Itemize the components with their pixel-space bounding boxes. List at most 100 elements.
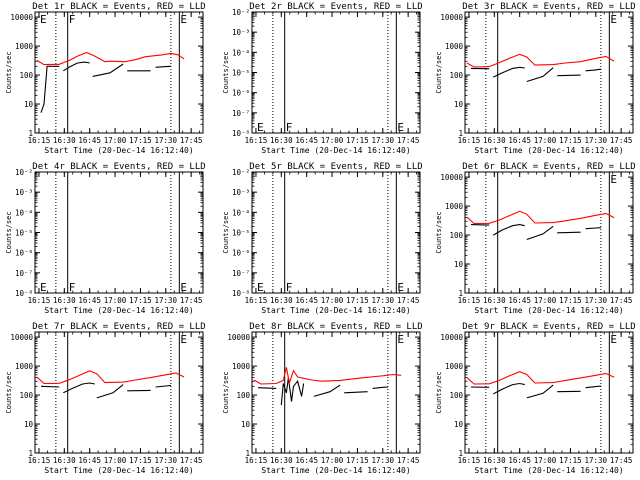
plot-frame [251, 171, 421, 294]
series-line-lld [253, 367, 402, 386]
series-line-events [155, 65, 171, 68]
panel-title: Det 2r BLACK = Events, RED = LLD [249, 2, 422, 12]
x-tick-label: 16:45 [508, 296, 531, 305]
detector-panel-3: Det 3r BLACK = Events, RED = LLD 1 10 100 10… [435, 2, 636, 155]
x-tick-label: 16:15 [28, 136, 51, 145]
y-tick-label: 10⁻⁵ [15, 229, 33, 238]
y-tick-label: 10000 [440, 333, 463, 342]
x-axis-label: Start Time (20-Dec-14 16:12:40) [261, 306, 410, 315]
y-tick-label: 100 [449, 71, 463, 80]
panel-title: Det 8r BLACK = Events, RED = LLD [249, 322, 422, 332]
x-tick-label: 17:45 [610, 456, 633, 465]
x-tick-label: 17:15 [346, 136, 369, 145]
series-line-events [257, 387, 277, 389]
y-axis-label: Counts/sec [5, 51, 13, 93]
series-line-events [40, 385, 60, 388]
y-axis-label: Counts/sec [222, 211, 230, 253]
x-tick-label: 17:00 [321, 456, 344, 465]
y-axis-label: Counts/sec [5, 211, 13, 253]
y-tick-label: 10⁻⁴ [15, 208, 33, 217]
y-tick-label: 10000 [440, 13, 463, 22]
panel-title: Det 7r BLACK = Events, RED = LLD [32, 322, 205, 332]
y-tick-label: 100 [19, 391, 33, 400]
series-line-events [63, 382, 95, 394]
x-tick-label: 17:00 [104, 296, 127, 305]
panel-title: Det 1r BLACK = Events, RED = LLD [32, 2, 205, 12]
detector-panel-7: Det 7r BLACK = Events, RED = LLD 1 10 100 10… [5, 322, 206, 475]
interval-flag: E [180, 333, 187, 346]
plot-frame [464, 171, 634, 294]
x-tick-label: 16:15 [245, 456, 268, 465]
interval-flag: E [397, 121, 404, 134]
y-tick-label: 1000 [15, 362, 34, 371]
y-tick-label: 10⁻⁵ [232, 69, 250, 78]
y-tick-label: 10⁻⁸ [232, 289, 250, 298]
detector-panel-9: Det 9r BLACK = Events, RED = LLD 1 10 100 10… [435, 322, 636, 475]
series-line-lld [36, 51, 185, 66]
x-axis-label: Start Time (20-Dec-14 16:12:40) [44, 146, 193, 155]
detector-panel-2: Det 2r BLACK = Events, RED = LLD 10⁻⁸ 10⁻⁷… [222, 2, 423, 155]
panel-title: Det 4r BLACK = Events, RED = LLD [32, 162, 205, 172]
y-tick-label: 10000 [227, 333, 250, 342]
x-tick-label: 16:15 [245, 136, 268, 145]
y-tick-label: 1000 [15, 42, 34, 51]
x-tick-label: 17:00 [534, 296, 557, 305]
x-axis-label: Start Time (20-Dec-14 16:12:40) [474, 466, 623, 475]
x-tick-label: 16:45 [78, 136, 101, 145]
interval-flag: E [610, 173, 617, 186]
y-tick-label: 10 [454, 260, 464, 269]
x-axis-label: Start Time (20-Dec-14 16:12:40) [474, 306, 623, 315]
plot-frame [251, 11, 421, 134]
series-line-events [372, 386, 388, 389]
y-tick-label: 100 [19, 71, 33, 80]
y-tick-label: 10⁻⁴ [232, 208, 250, 217]
y-tick-label: 10 [241, 420, 251, 429]
series-line-events [557, 74, 581, 77]
y-tick-label: 10⁻⁸ [232, 129, 250, 138]
y-axis-label: Counts/sec [435, 211, 443, 253]
y-tick-label: 10000 [10, 333, 33, 342]
y-tick-label: 1 [28, 449, 33, 458]
x-tick-label: 16:30 [270, 296, 293, 305]
series-line-events [40, 65, 60, 113]
x-tick-label: 17:00 [534, 136, 557, 145]
x-tick-label: 17:15 [129, 136, 152, 145]
x-tick-label: 16:30 [270, 456, 293, 465]
x-tick-label: 17:30 [372, 296, 395, 305]
interval-flag: E [257, 121, 264, 134]
x-tick-label: 16:45 [295, 296, 318, 305]
x-tick-label: 17:30 [585, 136, 608, 145]
series-line-events [92, 63, 124, 77]
x-tick-label: 17:15 [559, 296, 582, 305]
y-tick-label: 10⁻⁷ [232, 109, 250, 118]
y-tick-label: 10⁻⁵ [232, 229, 250, 238]
y-axis-label: Counts/sec [435, 371, 443, 413]
x-tick-label: 16:15 [28, 456, 51, 465]
x-tick-label: 17:15 [129, 456, 152, 465]
series-line-events [557, 231, 581, 234]
x-tick-label: 17:00 [321, 296, 344, 305]
x-tick-label: 17:45 [610, 296, 633, 305]
x-tick-label: 16:45 [508, 136, 531, 145]
series-line-events [155, 384, 171, 388]
interval-flag: E [40, 13, 47, 26]
y-tick-label: 10000 [10, 13, 33, 22]
x-tick-label: 17:15 [346, 456, 369, 465]
x-tick-label: 16:30 [483, 136, 506, 145]
x-tick-label: 16:15 [458, 296, 481, 305]
series-line-events [493, 382, 525, 395]
series-line-events [63, 61, 90, 72]
y-tick-label: 1000 [445, 202, 464, 211]
series-line-events [526, 384, 554, 399]
y-tick-label: 1 [458, 129, 463, 138]
x-tick-label: 16:45 [295, 136, 318, 145]
plot-frame [34, 331, 204, 454]
x-tick-label: 16:30 [53, 456, 76, 465]
x-tick-label: 17:45 [610, 136, 633, 145]
x-tick-label: 16:30 [53, 136, 76, 145]
plot-frame [251, 331, 421, 454]
interval-flag: F [69, 281, 76, 294]
x-axis-label: Start Time (20-Dec-14 16:12:40) [44, 306, 193, 315]
y-tick-label: 1 [458, 449, 463, 458]
x-tick-label: 17:15 [559, 456, 582, 465]
